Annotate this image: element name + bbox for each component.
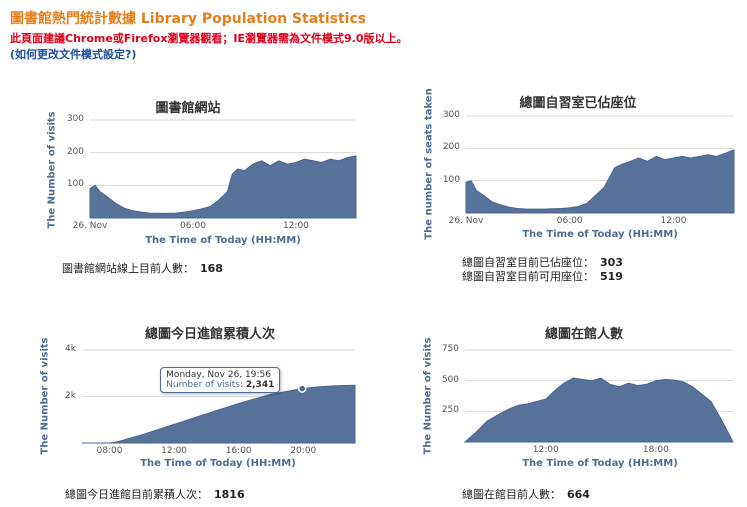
page-title: 圖書館熱門統計數據 Library Population Statistics [10, 11, 367, 27]
tooltip-series-label: Number of visits [166, 379, 240, 390]
y-tick-label: 200 [66, 146, 84, 157]
y-tick-label: 2k [65, 390, 76, 401]
x-axis-label: The Time of Today (HH:MM) [522, 458, 678, 469]
stat-row: 總圖今日進館目前累積人次： 1816 [65, 486, 245, 502]
x-tick-label: 12:00 [282, 221, 309, 231]
y-tick-label: 300 [66, 114, 84, 124]
plot-area [465, 115, 735, 214]
stat-row: 圖書館網站線上目前人數： 168 [62, 260, 223, 276]
chart-tooltip: Monday, Nov 26, 19:56 Number of visits: 2… [160, 366, 281, 393]
y-tick-label: 500 [441, 374, 459, 385]
area-series [463, 377, 734, 443]
stat-label: 總圖今日進館目前累積人次： [65, 488, 208, 501]
stat-label: 總圖在館目前人數： [462, 488, 561, 501]
stat-label: 總圖自習室目前可用座位： [462, 270, 594, 283]
stat-label: 總圖自習室目前已佔座位： [462, 256, 594, 269]
y-axis-label: The Number of visits [422, 337, 434, 455]
stat-value: 519 [600, 270, 623, 283]
chart-title: 總圖在館人數 [544, 327, 624, 342]
x-tick-label: 12:00 [660, 216, 687, 226]
stat-row: 總圖自習室目前可用座位： 519 [462, 268, 623, 284]
stat-row: 總圖在館目前人數： 664 [462, 486, 590, 502]
chart-title: 總圖自習室已佔座位 [519, 96, 637, 111]
y-tick-label: 250 [441, 405, 459, 416]
tooltip-value: 2,341 [245, 379, 275, 390]
x-tick-label: 12:00 [532, 445, 559, 455]
stat-value: 168 [200, 262, 223, 275]
area-series [465, 149, 735, 214]
y-tick-label: 300 [442, 110, 460, 120]
x-tick-label: 20:00 [290, 446, 317, 456]
stat-label: 圖書館網站線上目前人數： [62, 262, 194, 275]
y-tick-label: 750 [441, 344, 459, 354]
chart-title: 總圖今日進館累積人次 [144, 327, 276, 342]
plot-area [463, 349, 734, 443]
y-tick-label: 100 [66, 179, 84, 190]
tooltip-value-row: Number of visits: 2,341 [166, 379, 275, 390]
x-tick-label: 06:00 [556, 216, 583, 226]
doc-mode-link[interactable]: (如何更改文件模式設定?) [10, 48, 137, 61]
x-axis-label: The Time of Today (HH:MM) [140, 458, 296, 469]
area-series [89, 155, 357, 219]
y-tick-label: 200 [442, 142, 460, 153]
x-tick-label: 18:00 [642, 445, 669, 455]
tooltip-marker [297, 384, 307, 393]
stat-value: 1816 [214, 488, 245, 501]
chart-title: 圖書館網站 [155, 101, 221, 116]
plot-area [89, 119, 357, 219]
x-tick-label: 08:00 [96, 446, 123, 456]
x-axis-label: The Time of Today (HH:MM) [522, 229, 678, 240]
y-tick-label: 4k [65, 344, 76, 354]
stat-row: 總圖自習室目前已佔座位： 303 [462, 254, 623, 270]
stat-value: 664 [567, 488, 590, 501]
y-tick-label: 100 [442, 174, 460, 185]
x-tick-label: 26. Nov [448, 216, 484, 226]
x-tick-label: 12:00 [161, 446, 188, 456]
plot-area [82, 349, 356, 444]
stat-value: 303 [600, 256, 623, 269]
x-tick-label: 06:00 [179, 221, 206, 231]
browser-note: 此頁面建議Chrome或Firefox瀏覽器觀看；IE瀏覽器需為文件模式9.0版… [10, 32, 408, 45]
area-series [82, 384, 356, 444]
x-axis-label: The Time of Today (HH:MM) [145, 235, 301, 246]
x-tick-label: 16:00 [225, 446, 252, 456]
y-axis-label: The Number of visits [46, 111, 58, 229]
x-tick-label: 26. Nov [72, 221, 108, 231]
tooltip-date: Monday, Nov 26, 19:56 [166, 369, 271, 380]
